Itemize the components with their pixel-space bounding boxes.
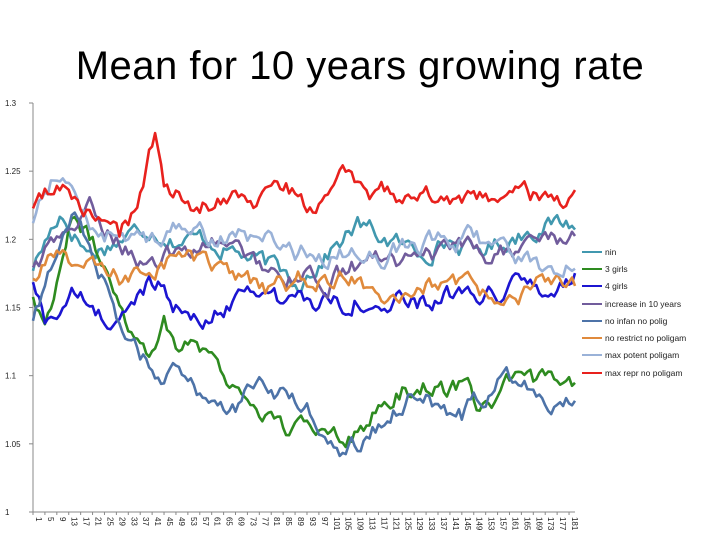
- x-tick-label: 61: [213, 517, 222, 526]
- legend-swatch: [582, 285, 602, 288]
- x-tick-label: 125: [403, 517, 412, 531]
- legend-label: no restrict no poligam: [605, 333, 687, 344]
- x-tick-label: 41: [153, 517, 162, 526]
- x-tick-label: 169: [534, 517, 543, 531]
- legend-label: max potent poligam: [605, 350, 680, 361]
- x-tick-label: 141: [451, 517, 460, 531]
- x-tick-label: 113: [368, 517, 377, 530]
- series-line: [31, 272, 577, 331]
- legend: nin 3 girls 4 girls increase in 10 years…: [582, 243, 720, 381]
- legend-item: nin: [582, 243, 720, 260]
- legend-label: max repr no poligam: [605, 367, 683, 378]
- x-tick-label: 9: [58, 517, 67, 522]
- x-tick-label: 157: [499, 517, 508, 531]
- legend-swatch: [582, 337, 602, 340]
- x-tick-label: 81: [272, 517, 281, 526]
- x-tick-label: 89: [296, 517, 305, 526]
- series-line: [31, 131, 577, 238]
- legend-label: nin: [605, 246, 617, 257]
- x-tick-label: 73: [248, 517, 257, 526]
- legend-item: max repr no poligam: [582, 364, 720, 381]
- legend-item: no infan no polig: [582, 312, 720, 329]
- x-tick-label: 105: [344, 517, 353, 531]
- x-tick-label: 69: [237, 517, 246, 526]
- x-tick-label: 101: [332, 517, 341, 531]
- legend-item: no restrict no poligam: [582, 329, 720, 346]
- y-tick-label: 1.1: [5, 372, 17, 381]
- x-tick-label: 165: [522, 517, 531, 531]
- series-line: [32, 249, 577, 307]
- legend-swatch: [582, 371, 602, 374]
- legend-label: 3 girls: [605, 263, 628, 274]
- series-lines: [31, 131, 577, 458]
- legend-item: max potent poligam: [582, 347, 720, 364]
- x-tick-label: 29: [117, 517, 126, 526]
- x-tick-label: 145: [463, 517, 472, 531]
- x-tick-label: 33: [129, 517, 138, 526]
- legend-swatch: [582, 319, 602, 322]
- legend-swatch: [582, 302, 602, 305]
- x-tick-label: 129: [415, 517, 424, 531]
- x-tick-label: 181: [570, 517, 579, 531]
- y-tick-label: 1.25: [5, 167, 21, 176]
- x-tick-label: 5: [46, 517, 55, 522]
- x-tick-label: 77: [260, 517, 269, 526]
- series-line: [31, 177, 576, 279]
- y-tick-label: 1.2: [5, 235, 17, 244]
- x-tick-label: 57: [201, 517, 210, 526]
- legend-label: 4 girls: [605, 281, 628, 292]
- x-tick-label: 109: [356, 517, 365, 531]
- x-tick-label: 65: [225, 517, 234, 526]
- y-tick-label: 1.3: [5, 99, 17, 108]
- y-tick-label: 1: [5, 508, 10, 517]
- x-tick-label: 97: [320, 517, 329, 526]
- series-line: [31, 196, 577, 299]
- x-tick-label: 133: [427, 517, 436, 531]
- x-tick-label: 25: [105, 517, 114, 526]
- x-tick-label: 161: [510, 517, 519, 531]
- x-tick-label: 53: [189, 517, 198, 526]
- x-tick-label: 121: [391, 517, 400, 531]
- legend-item: 4 girls: [582, 278, 720, 295]
- y-tick-label: 1.05: [5, 440, 21, 449]
- x-tick-label: 153: [487, 517, 496, 531]
- x-tick-label: 173: [546, 517, 555, 531]
- legend-label: no infan no polig: [605, 315, 668, 326]
- x-axis: 1 5 9 13 17 21 25 29 33 37 41 45 49 53 57 61 65 69 73 77 81 8…: [32, 511, 579, 531]
- x-tick-label: 37: [141, 517, 150, 526]
- x-tick-label: 21: [94, 517, 103, 526]
- x-tick-label: 117: [379, 517, 388, 530]
- x-tick-label: 149: [475, 517, 484, 531]
- legend-swatch: [582, 250, 602, 253]
- x-tick-label: 93: [308, 517, 317, 526]
- x-tick-label: 45: [165, 517, 174, 526]
- legend-swatch: [582, 354, 602, 357]
- legend-label: increase in 10 years: [605, 298, 682, 309]
- legend-item: increase in 10 years: [582, 295, 720, 312]
- x-tick-label: 13: [70, 517, 79, 526]
- x-tick-label: 49: [177, 517, 186, 526]
- x-tick-label: 137: [439, 517, 448, 531]
- legend-swatch: [582, 267, 602, 270]
- x-tick-label: 17: [82, 517, 91, 526]
- y-tick-label: 1.15: [5, 304, 21, 313]
- x-tick-label: 85: [284, 517, 293, 526]
- x-tick-label: 1: [34, 517, 43, 522]
- legend-item: 3 girls: [582, 260, 720, 277]
- chart-title: Mean for 10 years growing rate: [75, 44, 645, 88]
- x-tick-label: 177: [558, 517, 567, 531]
- series-line: [31, 211, 577, 458]
- y-axis: 1 1.05 1.1 1.15 1.2 1.25 1.3: [5, 99, 34, 517]
